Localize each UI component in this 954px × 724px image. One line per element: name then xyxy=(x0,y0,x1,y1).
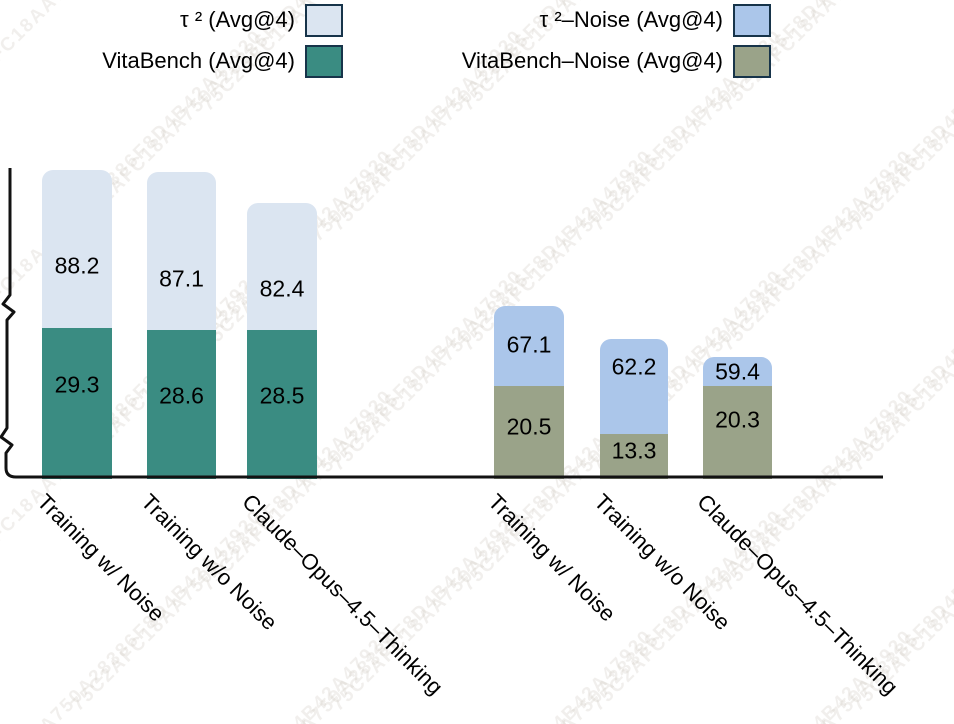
legend-label-vitabench-noise: VitaBench–Noise (Avg@4) xyxy=(461,48,723,73)
legend-label-tau2: τ ² (Avg@4) xyxy=(180,7,295,32)
legend-item-tau2-noise: τ ²–Noise (Avg@4) xyxy=(428,3,771,37)
legend-column-left: τ ² (Avg@4) VitaBench (Avg@4) xyxy=(0,3,343,78)
legend-item-vitabench-noise: VitaBench–Noise (Avg@4) xyxy=(428,44,771,78)
legend-item-vitabench: VitaBench (Avg@4) xyxy=(0,44,343,78)
legend-swatch-vitabench-noise xyxy=(733,44,771,78)
legend-swatch-tau2-noise xyxy=(733,3,771,37)
legend-label-tau2-noise: τ ²–Noise (Avg@4) xyxy=(539,7,723,32)
legend-label-vitabench: VitaBench (Avg@4) xyxy=(102,48,295,73)
legend-item-tau2: τ ² (Avg@4) xyxy=(0,3,343,37)
legend-column-right: τ ²–Noise (Avg@4) VitaBench–Noise (Avg@4… xyxy=(428,3,771,78)
legend-swatch-tau2 xyxy=(305,3,343,37)
legend-swatch-vitabench xyxy=(305,44,343,78)
